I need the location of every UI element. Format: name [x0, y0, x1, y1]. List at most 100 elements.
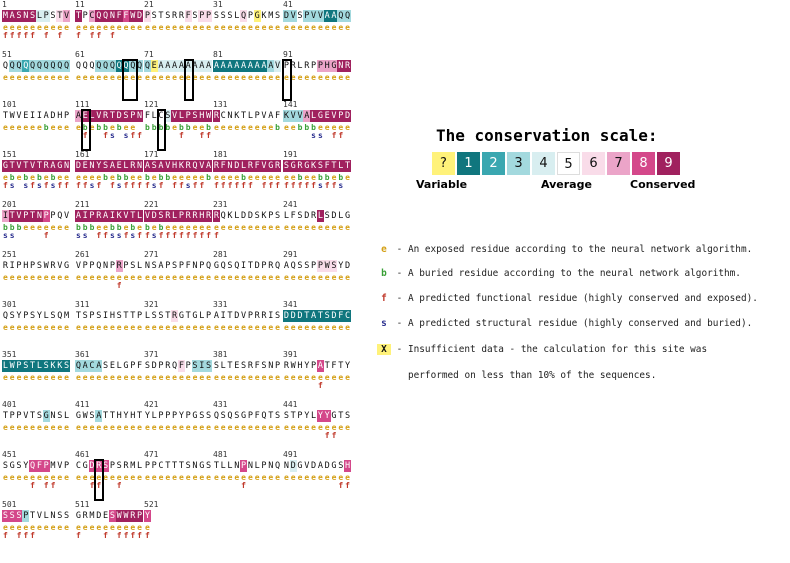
function-mark — [331, 231, 338, 240]
position-number: 361 — [75, 350, 90, 359]
exposure-mark: e — [64, 173, 69, 182]
exposure-mark: e — [172, 123, 177, 132]
residue: S — [2, 510, 9, 522]
residue: K — [177, 160, 185, 172]
exposure-mark: e — [247, 223, 253, 232]
residue: I — [102, 310, 109, 322]
residue: F — [136, 360, 143, 372]
function-mark: s — [50, 181, 56, 190]
residue: L — [177, 110, 185, 122]
exposure-mark: e — [137, 323, 142, 332]
function-mark — [297, 381, 304, 390]
function-mark — [16, 181, 23, 190]
function-mark — [254, 81, 261, 90]
residue: I — [108, 210, 116, 222]
exposure-mark: e — [116, 373, 122, 382]
function-mark: f — [2, 531, 8, 540]
function-mark — [22, 481, 29, 490]
residue: Q — [56, 310, 64, 322]
function-structure-row — [2, 431, 70, 440]
function-mark — [192, 31, 199, 40]
position-number: 61 — [75, 50, 85, 59]
residue: I — [2, 210, 9, 222]
exposure-mark: e — [268, 423, 274, 432]
exposure-mark: b — [241, 173, 246, 182]
exposure-mark: e — [82, 73, 88, 82]
function-mark: f — [30, 181, 35, 190]
residue: T — [157, 10, 165, 22]
residue: D — [344, 110, 351, 122]
function-mark: f — [23, 531, 29, 540]
residue: C — [88, 360, 96, 372]
residue: S — [144, 360, 151, 372]
function-mark — [240, 231, 247, 240]
function-mark: f — [64, 181, 69, 190]
exposure-mark: e — [261, 223, 267, 232]
residue: T — [122, 310, 130, 322]
exposure-mark: e — [275, 223, 280, 232]
residue: P — [316, 60, 324, 72]
residue: R — [184, 160, 192, 172]
exposure-mark: e — [82, 473, 88, 482]
exposure-mark: e — [345, 173, 350, 182]
exposure-mark: e — [89, 23, 95, 32]
exposure-mark: e — [82, 23, 88, 32]
position-number: 441 — [283, 400, 298, 409]
function-mark — [337, 231, 344, 240]
exposure-mark: b — [103, 123, 108, 132]
function-mark: f — [116, 281, 122, 290]
function-structure-row: f — [283, 381, 351, 390]
residue: N — [233, 460, 241, 472]
function-mark: f — [331, 131, 337, 140]
residue: N — [88, 160, 96, 172]
function-mark — [297, 231, 304, 240]
residue: V — [330, 110, 338, 122]
exposure-mark: e — [103, 273, 108, 282]
function-mark — [185, 281, 192, 290]
residue: Y — [144, 510, 151, 522]
exposure-mark: e — [96, 323, 102, 332]
function-mark: f — [144, 181, 150, 190]
function-mark — [82, 331, 89, 340]
residue: I — [198, 360, 206, 372]
residue: Q — [75, 60, 82, 72]
function-structure-row — [144, 281, 212, 290]
function-mark — [324, 231, 331, 240]
residue: A — [213, 60, 220, 72]
exposure-mark: e — [275, 273, 280, 282]
exposure-mark: e — [234, 373, 240, 382]
residue: G — [56, 160, 64, 172]
scale-cell: 4 — [532, 152, 555, 175]
exposure-mark: e — [89, 523, 95, 532]
function-mark — [283, 31, 290, 40]
exposure-mark: e — [116, 23, 122, 32]
exposure-mark: e — [241, 23, 246, 32]
exposure-mark: e — [227, 273, 233, 282]
function-mark — [50, 381, 57, 390]
exposure-mark: e — [144, 23, 150, 32]
residue: P — [136, 510, 143, 522]
function-mark: f — [137, 531, 142, 540]
residue: A — [316, 460, 324, 472]
residue: P — [63, 460, 70, 472]
residue: F — [144, 110, 151, 122]
function-mark — [158, 431, 165, 440]
exposure-mark: e — [247, 323, 253, 332]
exposure-mark: e — [199, 173, 205, 182]
residue: P — [63, 110, 70, 122]
residue: S — [8, 310, 16, 322]
residue: Q — [260, 410, 268, 422]
residue: P — [177, 260, 185, 272]
exposure-mark: e — [290, 373, 296, 382]
